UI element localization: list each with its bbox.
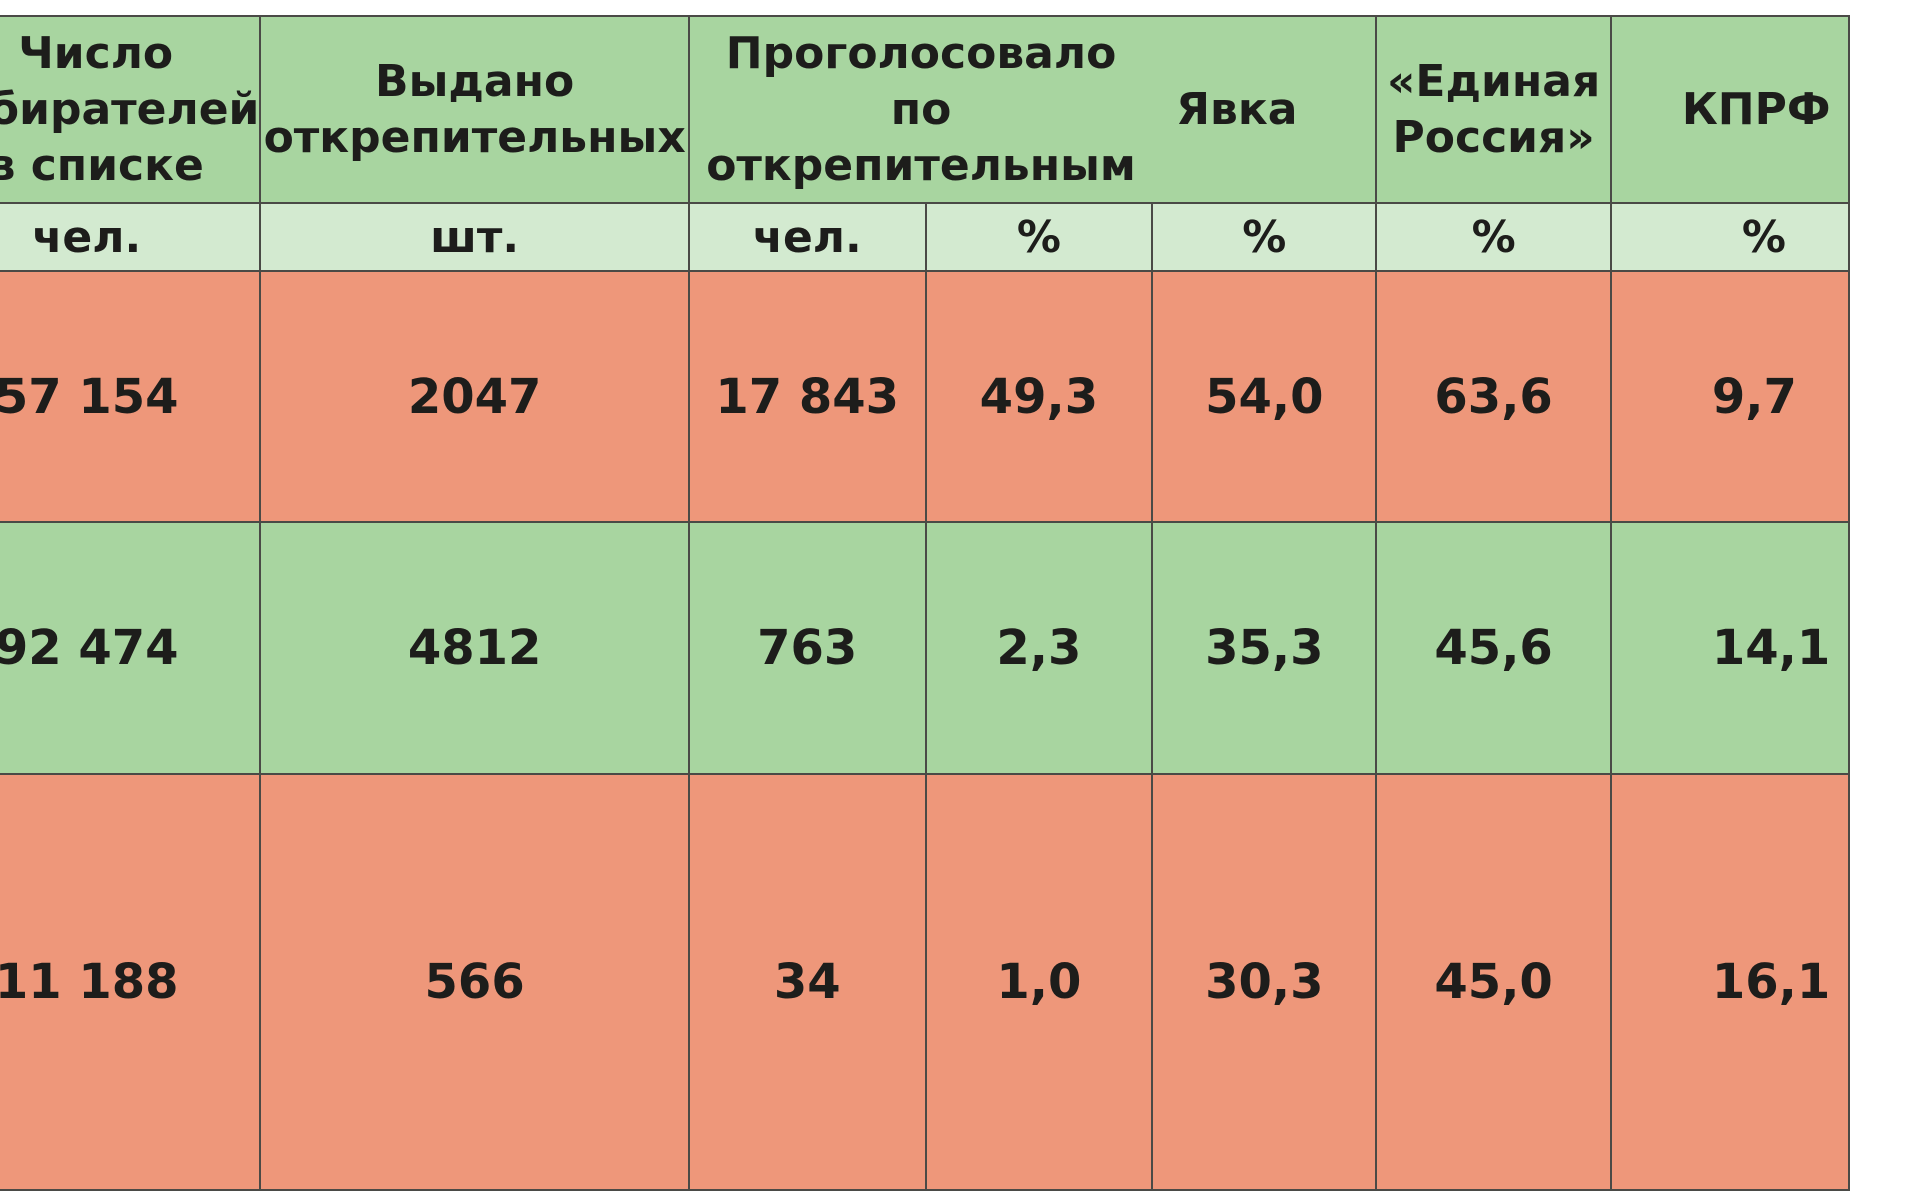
unit-turnout: % [1151,202,1378,272]
cell-voters: 11 188 [0,773,262,1191]
units-row: чел. шт. чел. % % % % [0,202,1851,272]
cell-issued: 2047 [259,270,690,523]
unit-voters: чел. [0,202,262,272]
cell-united-russia: 45,6 [1375,521,1612,775]
unit-voted-people: чел. [687,202,927,272]
cell-voted-people: 763 [687,521,927,775]
header-voters: Число избирателей в списке [0,15,262,204]
cell-voted-people: 34 [687,773,927,1191]
cell-voters: 57 154 [0,270,262,523]
cell-issued: 4812 [259,521,690,775]
table-row: 57 154 2047 17 843 49,3 54,0 63,6 9,7 [0,270,1851,523]
cell-voted-percent: 2,3 [924,521,1154,775]
cell-kprf: 16,1 [1609,773,1851,1191]
election-results-table: Число избирателей в списке Выдано откреп… [0,15,1851,1191]
unit-kprf: % [1609,202,1851,272]
cell-united-russia: 63,6 [1375,270,1612,523]
cell-voters: 92 474 [0,521,262,775]
header-voted: Проголосовало по открепительным [687,15,1153,204]
header-kprf: КПРФ [1609,15,1851,204]
table-row: 11 188 566 34 1,0 30,3 45,0 16,1 [0,773,1851,1191]
header-turnout: Явка [1152,15,1378,204]
unit-issued: шт. [259,202,690,272]
cell-kprf: 9,7 [1609,270,1851,523]
unit-voted-percent: % [924,202,1154,272]
cell-turnout: 30,3 [1151,773,1378,1191]
cell-voted-percent: 1,0 [924,773,1154,1191]
header-issued: Выдано открепительных [259,15,690,204]
cell-voted-people: 17 843 [687,270,927,523]
table-row: 92 474 4812 763 2,3 35,3 45,6 14,1 [0,521,1851,775]
cell-turnout: 54,0 [1151,270,1378,523]
unit-united-russia: % [1375,202,1612,272]
cell-united-russia: 45,0 [1375,773,1612,1191]
header-row: Число избирателей в списке Выдано откреп… [0,15,1851,204]
header-united-russia: «Единая Россия» [1375,15,1612,204]
cell-kprf: 14,1 [1609,521,1851,775]
cell-voted-percent: 49,3 [924,270,1154,523]
cell-issued: 566 [259,773,690,1191]
cell-turnout: 35,3 [1151,521,1378,775]
